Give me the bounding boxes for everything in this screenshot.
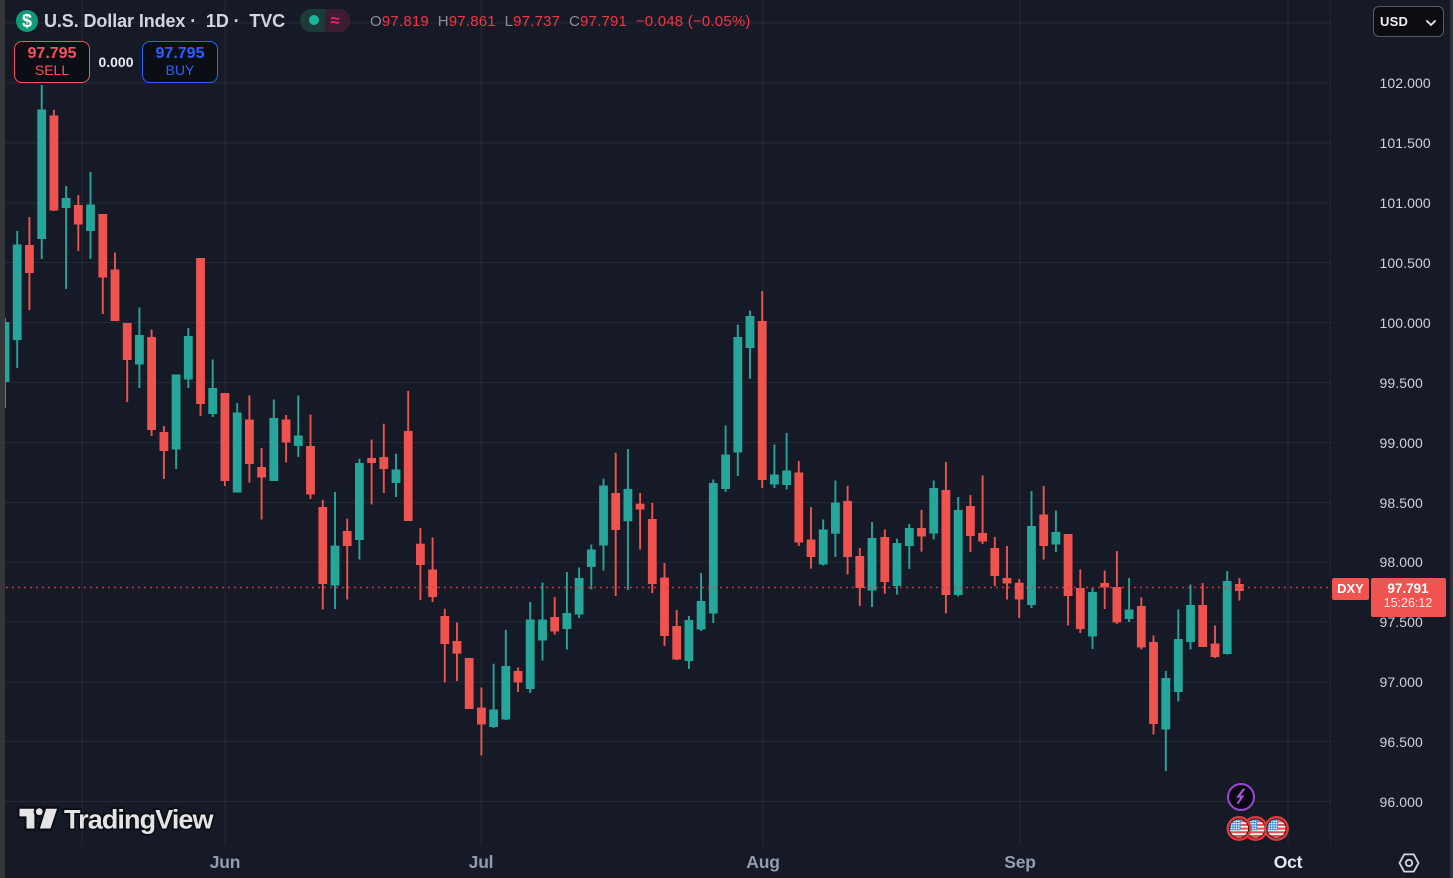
svg-text:TradingView: TradingView	[64, 805, 215, 835]
